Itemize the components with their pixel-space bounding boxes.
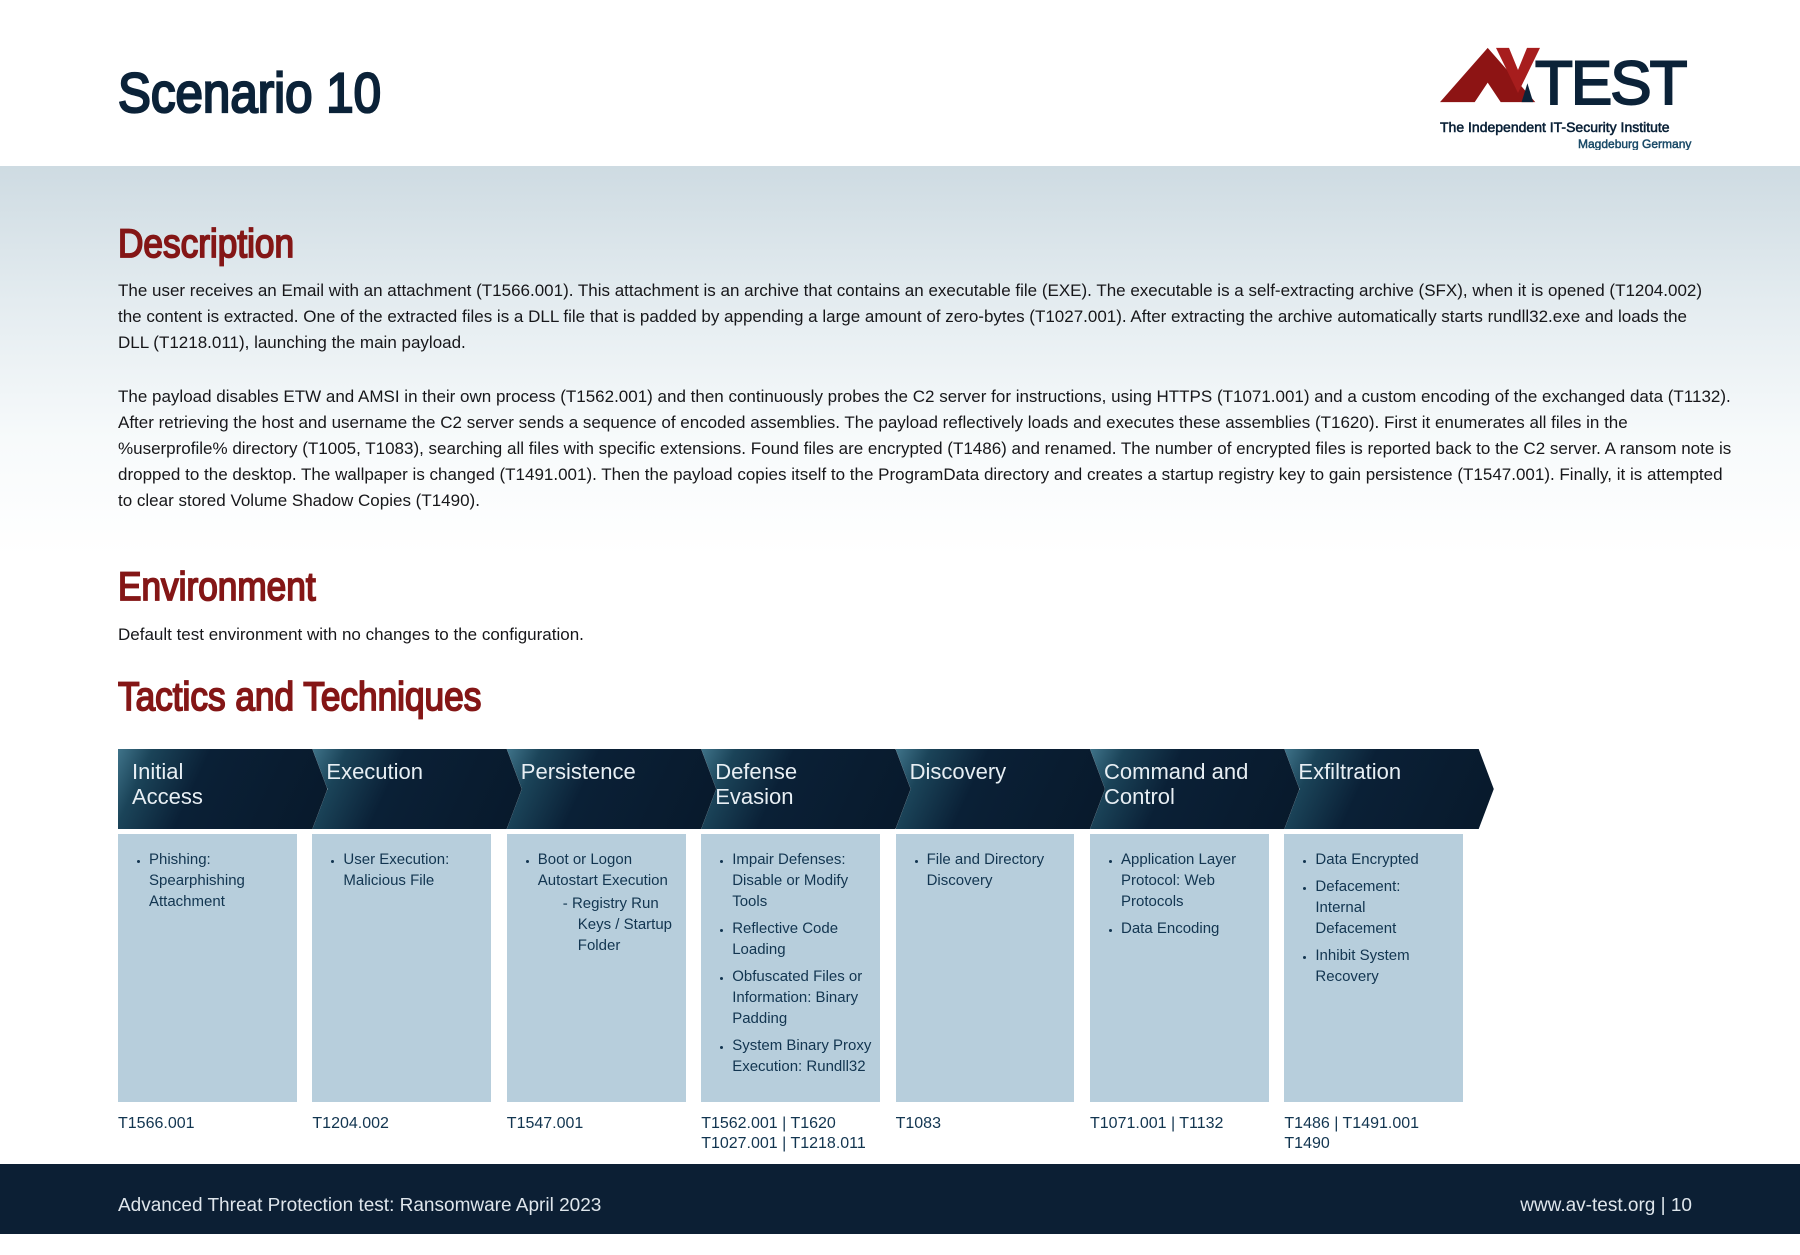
svg-text:TEST: TEST (1535, 49, 1688, 118)
svg-text:Magdeburg Germany: Magdeburg Germany (1578, 137, 1692, 150)
svg-text:The Independent IT-Security In: The Independent IT-Security Institute (1440, 119, 1670, 136)
